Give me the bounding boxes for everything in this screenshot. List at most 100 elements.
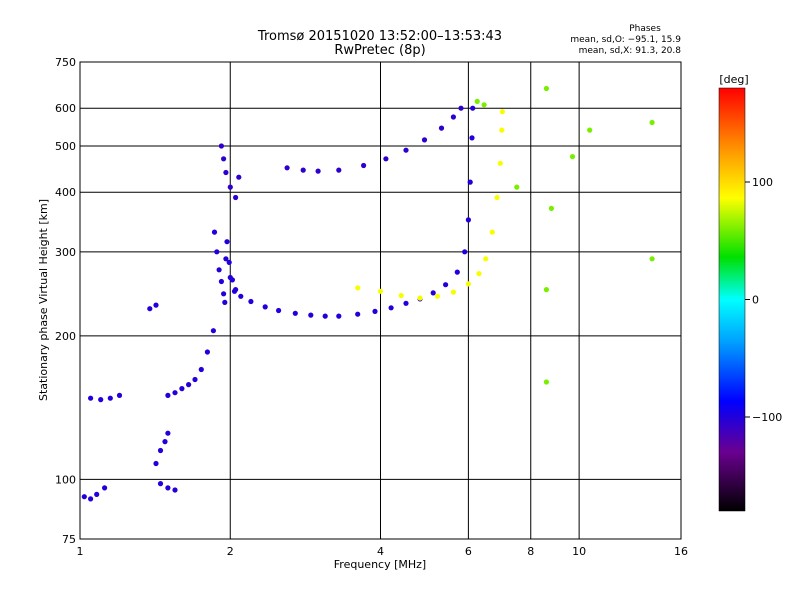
y-tick-label: 750 xyxy=(55,56,76,69)
data-point xyxy=(224,239,230,245)
data-point xyxy=(474,98,480,104)
y-tick-label: 600 xyxy=(55,102,76,115)
data-point xyxy=(292,310,298,316)
y-tick-label: 200 xyxy=(55,330,76,343)
data-point xyxy=(458,105,464,111)
data-point xyxy=(450,289,456,295)
data-point xyxy=(172,487,178,493)
data-point xyxy=(483,256,489,262)
data-point xyxy=(204,349,210,355)
y-tick-label: 75 xyxy=(62,533,76,546)
data-point xyxy=(179,386,185,392)
data-point xyxy=(218,278,224,285)
colorbar-tick-label: 0 xyxy=(752,294,759,307)
data-point xyxy=(236,174,242,180)
y-axis-ticks: 75 100 200 300 400 500 600 750 xyxy=(55,56,76,546)
data-point xyxy=(214,249,220,255)
x-axis-label: Frequency [MHz] xyxy=(334,558,426,571)
data-point xyxy=(443,282,449,288)
data-point xyxy=(514,184,520,190)
data-point xyxy=(81,494,87,500)
data-point xyxy=(417,295,423,301)
data-point xyxy=(222,299,228,305)
colorbar-tick-label: 100 xyxy=(752,176,773,189)
data-point xyxy=(336,167,342,173)
y-axis-label: Stationary phase Virtual Height [km] xyxy=(37,199,50,401)
data-point xyxy=(153,460,159,467)
data-point xyxy=(94,491,100,497)
data-point xyxy=(221,156,227,162)
data-point xyxy=(469,135,475,141)
x-tick-label: 1 xyxy=(77,545,84,558)
data-point xyxy=(107,395,113,401)
data-point xyxy=(88,496,94,502)
data-point xyxy=(398,292,404,299)
data-point xyxy=(403,147,409,153)
data-point xyxy=(322,313,328,319)
data-point xyxy=(248,298,254,305)
data-point xyxy=(221,291,227,297)
data-point xyxy=(276,307,282,314)
data-point xyxy=(494,194,500,201)
data-point xyxy=(102,485,108,491)
data-point xyxy=(462,249,468,255)
data-point xyxy=(233,194,239,201)
data-point xyxy=(372,308,378,314)
data-point xyxy=(218,143,224,149)
data-point xyxy=(116,392,123,398)
data-point xyxy=(454,269,460,275)
data-point xyxy=(499,109,505,115)
data-point xyxy=(543,85,550,92)
data-point xyxy=(470,105,476,111)
data-point xyxy=(569,154,576,160)
data-point xyxy=(548,205,555,211)
data-point xyxy=(157,447,164,454)
data-point xyxy=(210,328,216,334)
data-point xyxy=(157,481,164,487)
grid-lines xyxy=(80,62,681,539)
x-tick-label: 10 xyxy=(572,545,586,558)
x-tick-label: 2 xyxy=(227,545,234,558)
data-point xyxy=(172,390,178,396)
data-point xyxy=(162,439,168,445)
data-point xyxy=(165,485,171,491)
data-point xyxy=(377,288,384,294)
plot-frame xyxy=(79,61,682,540)
data-point xyxy=(216,267,222,273)
data-point xyxy=(165,392,171,398)
data-point xyxy=(388,305,394,311)
data-point xyxy=(465,217,471,223)
data-point xyxy=(198,366,204,373)
data-point xyxy=(223,169,229,176)
phases-mean-x: mean, sd,X: 91.3, 20.8 xyxy=(579,46,682,56)
data-point xyxy=(355,285,361,291)
data-point xyxy=(499,127,505,133)
data-point xyxy=(497,160,503,166)
data-point xyxy=(543,287,550,293)
x-axis-ticks: 1 2 4 6 8 10 16 xyxy=(77,545,689,558)
data-point xyxy=(421,137,428,143)
x-tick-label: 6 xyxy=(465,545,472,558)
data-point xyxy=(543,379,550,385)
data-point xyxy=(465,281,471,287)
colorbar xyxy=(718,87,746,512)
y-tick-label: 300 xyxy=(55,246,76,259)
colorbar-tick-label: −100 xyxy=(752,411,782,424)
data-point xyxy=(147,306,153,312)
y-tick-label: 100 xyxy=(55,473,76,486)
chart-title: Tromsø 20151020 13:52:00–13:53:43 xyxy=(257,29,502,44)
data-points xyxy=(81,85,655,502)
data-point xyxy=(450,114,456,120)
y-tick-label: 400 xyxy=(55,186,76,199)
data-point xyxy=(355,311,361,317)
data-point xyxy=(231,288,238,294)
data-point xyxy=(403,300,409,306)
data-point xyxy=(238,293,244,299)
data-point xyxy=(434,293,440,299)
data-point xyxy=(430,290,436,296)
x-tick-label: 8 xyxy=(527,545,534,558)
x-tick-label: 16 xyxy=(674,545,688,558)
x-tick-label: 4 xyxy=(377,545,384,558)
data-point xyxy=(361,162,367,169)
